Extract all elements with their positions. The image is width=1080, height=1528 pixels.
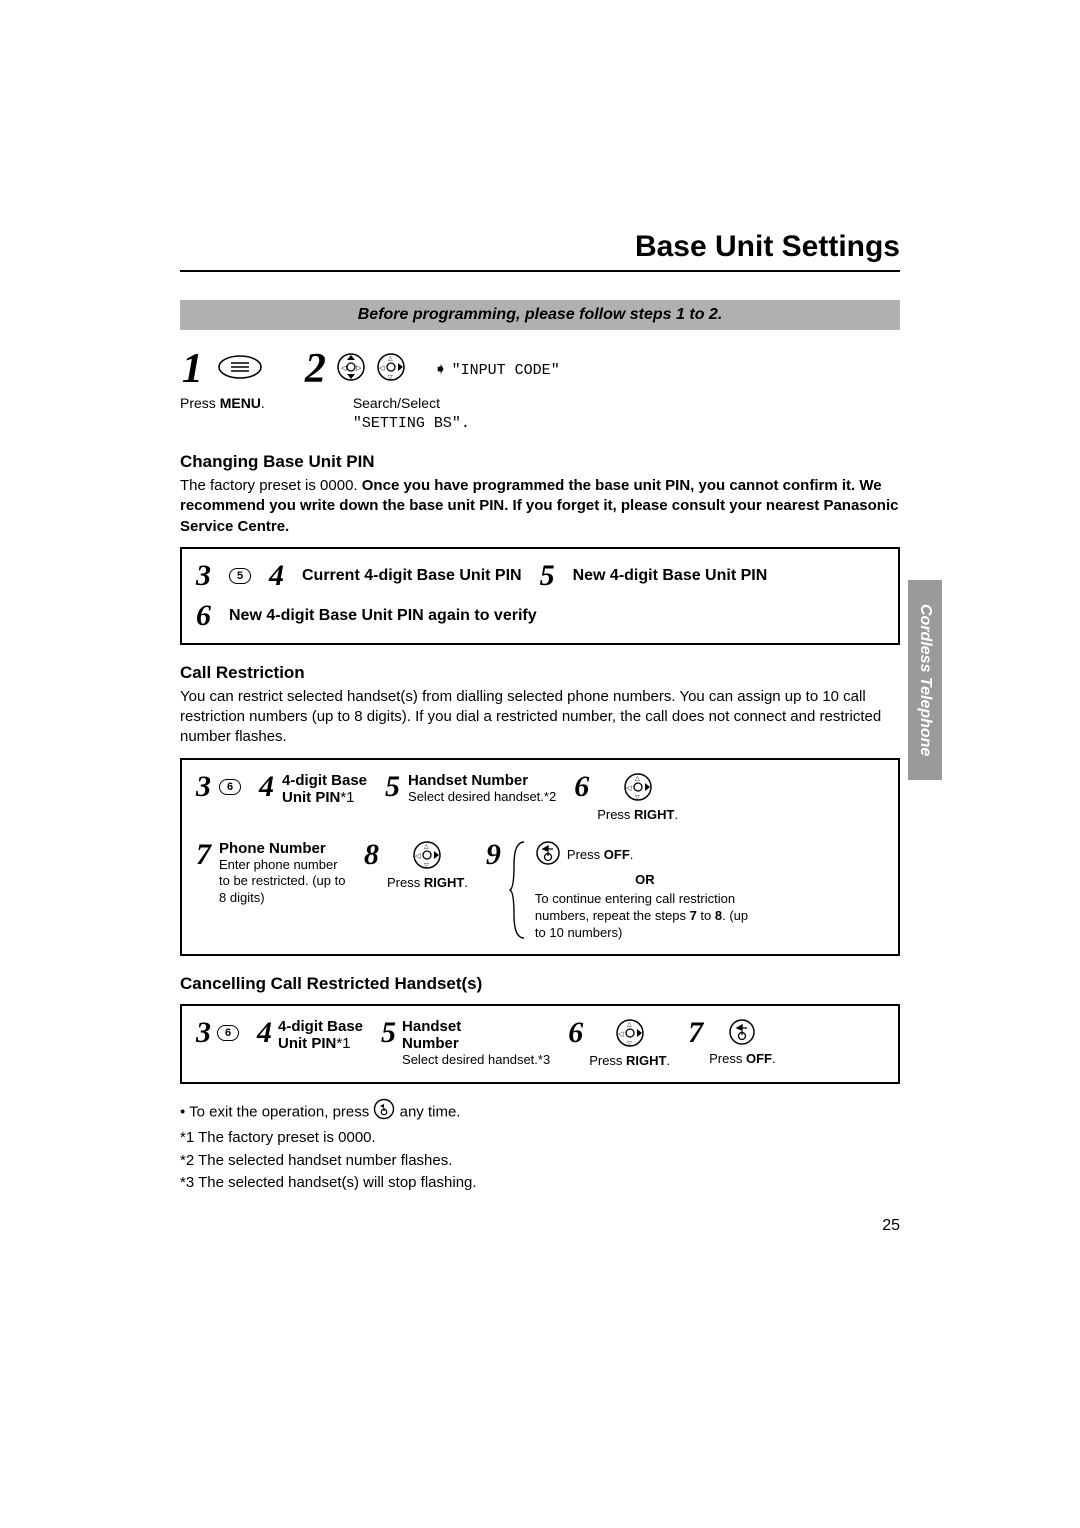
sub-press-right: Press RIGHT.	[387, 875, 468, 892]
label-phone-number: Phone Number	[219, 840, 346, 857]
svg-text:△: △	[424, 844, 429, 850]
step-1: 1 Press MENU.	[180, 348, 265, 413]
off-button-icon	[373, 1098, 395, 1128]
key-6-icon: 6	[219, 779, 241, 795]
svg-text:▽: ▽	[627, 1041, 632, 1047]
step-number: 3	[196, 561, 211, 591]
step-number: 5	[540, 561, 555, 591]
footnotes: • To exit the operation, press any time.…	[180, 1098, 900, 1195]
box-cancelling: 3 6 4 4-digit Base Unit PIN*1 5 Handset …	[180, 1004, 900, 1084]
label-handset: Handset	[402, 1018, 550, 1035]
step-number: 5	[385, 772, 400, 806]
sub-enter-phone: Enter phone number to be restricted. (up…	[219, 857, 346, 908]
sub-press-right: Press RIGHT.	[589, 1053, 670, 1070]
sub-press-right: Press RIGHT.	[597, 807, 678, 824]
body-change-pin: The factory preset is 0000. Once you hav…	[180, 476, 900, 537]
heading-cancelling: Cancelling Call Restricted Handset(s)	[180, 974, 900, 994]
step-1-caption: Press MENU.	[180, 394, 265, 413]
navigator-right-icon: △ ▽◁	[412, 840, 442, 875]
step-number: 6	[196, 601, 211, 631]
sub-select-handset: Select desired handset.*3	[402, 1052, 550, 1069]
sub-press-off: Press OFF.	[709, 1051, 775, 1068]
step-number: 4	[269, 561, 284, 591]
step-number: 1	[182, 348, 203, 390]
navigator-right-icon: △ ▽◁	[376, 352, 406, 387]
step-2-caption: Search/Select "SETTING BS".	[353, 394, 470, 434]
svg-text:▽: ▽	[635, 795, 640, 801]
step-number: 5	[381, 1018, 396, 1069]
heading-change-pin: Changing Base Unit PIN	[180, 452, 900, 472]
label-4digit-pin: 4-digit Base Unit PIN*1	[278, 1018, 363, 1052]
step-number: 4	[257, 1018, 272, 1052]
sub-select-handset: Select desired handset.*2	[408, 789, 556, 806]
step-number: 7	[688, 1018, 703, 1068]
svg-text:▽: ▽	[424, 863, 429, 869]
svg-text:△: △	[388, 356, 393, 362]
svg-text:◁: ◁	[626, 785, 632, 792]
box-change-pin: 3 5 4 Current 4-digit Base Unit PIN 5 Ne…	[180, 547, 900, 645]
label-number: Number	[402, 1035, 550, 1052]
svg-text:◁: ◁	[341, 365, 347, 372]
box-call-restriction: 3 6 4 4-digit Base Unit PIN*1 5 Handset …	[180, 758, 900, 956]
off-button-icon	[535, 840, 561, 871]
step-number: 6	[568, 1018, 583, 1070]
off-button-icon	[728, 1018, 756, 1051]
page-number: 25	[180, 1217, 900, 1235]
page-title: Base Unit Settings	[180, 230, 900, 272]
navigator-right-icon: △ ▽◁	[615, 1018, 645, 1053]
svg-text:◁: ◁	[415, 853, 421, 860]
label-4digit-pin: 4-digit Base Unit PIN*1	[282, 772, 367, 806]
input-code-label: ➧ "INPUT CODE"	[434, 359, 560, 379]
label-handset-number: Handset Number	[408, 772, 556, 789]
navigator-up-down-icon: ◁▷	[336, 352, 366, 387]
svg-text:△: △	[627, 1022, 632, 1028]
step-number: 2	[305, 348, 326, 390]
svg-text:△: △	[635, 776, 640, 782]
key-5-icon: 5	[229, 568, 251, 584]
step-number: 9	[486, 840, 501, 942]
navigator-right-icon: △ ▽◁	[623, 772, 653, 807]
step-number: 4	[259, 772, 274, 806]
instruction-banner: Before programming, please follow steps …	[180, 300, 900, 330]
label-or: OR	[535, 872, 755, 889]
label-new-pin: New 4-digit Base Unit PIN	[573, 567, 768, 585]
svg-text:▽: ▽	[388, 375, 393, 381]
heading-call-restriction: Call Restriction	[180, 663, 900, 683]
body-call-restriction: You can restrict selected handset(s) fro…	[180, 687, 900, 748]
side-tab: Cordless Telephone	[908, 580, 942, 780]
label-current-pin: Current 4-digit Base Unit PIN	[302, 567, 522, 585]
step-2: 2 ◁▷ △▽◁ ➧ "INPUT CODE" Search/Select "S…	[305, 348, 560, 434]
step-number: 6	[574, 772, 589, 824]
svg-text:▷: ▷	[356, 365, 362, 372]
step-number: 3	[196, 772, 211, 802]
key-6-icon: 6	[217, 1025, 239, 1041]
sub-press-off: Press OFF.	[567, 847, 633, 864]
step-number: 8	[364, 840, 379, 892]
menu-button-icon	[217, 354, 263, 385]
step-number: 7	[196, 840, 211, 908]
brace-icon	[509, 840, 527, 940]
sub-continue: To continue entering call restriction nu…	[535, 891, 755, 942]
svg-text:◁: ◁	[379, 365, 385, 372]
svg-text:◁: ◁	[618, 1031, 624, 1038]
step-number: 3	[196, 1018, 211, 1048]
label-verify-pin: New 4-digit Base Unit PIN again to verif…	[229, 607, 537, 625]
